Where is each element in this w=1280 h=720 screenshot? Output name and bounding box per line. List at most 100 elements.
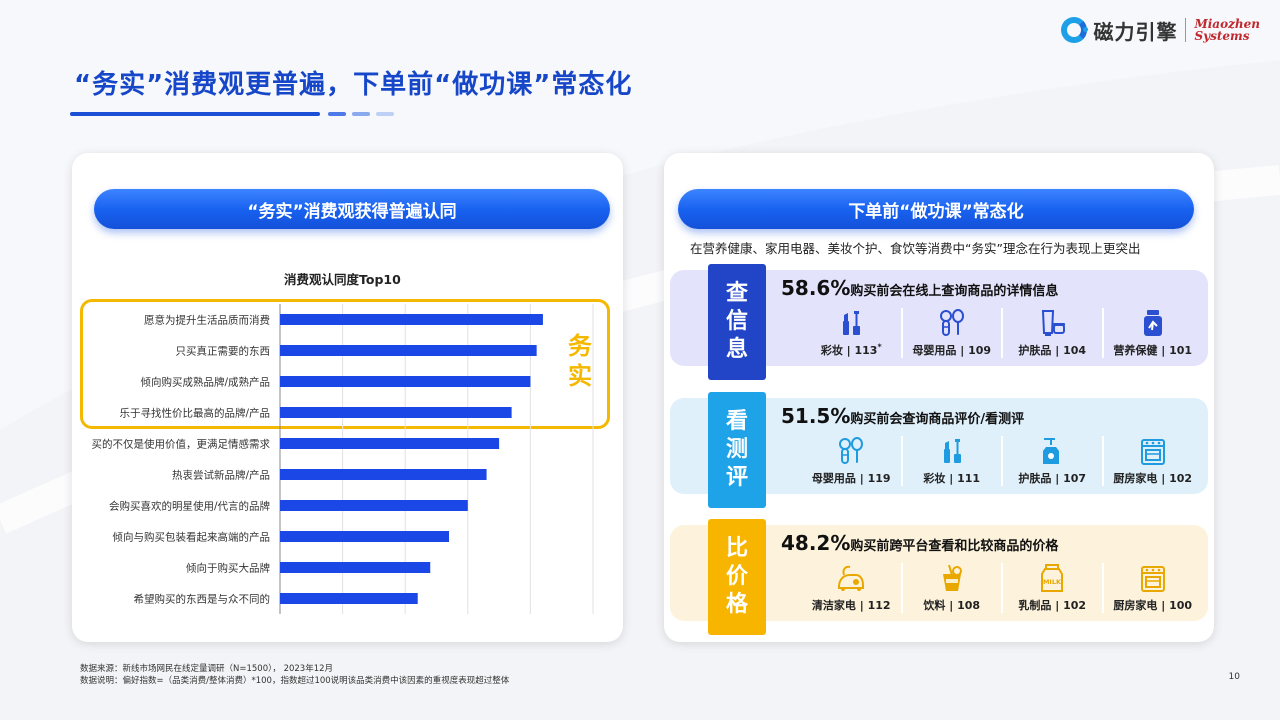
section-percentage: 51.5% [781, 404, 851, 428]
section-tab-char: 查 [725, 281, 748, 306]
logo-mark-icon [1061, 17, 1089, 43]
category-label: 会购买喜欢的明星使用/代言的品牌 [109, 500, 271, 513]
category-label: 热衷尝试新品牌/产品 [172, 469, 270, 482]
section-tab-char: 看 [725, 409, 748, 434]
logo-chinese: 磁力引擎 [1093, 19, 1178, 44]
milk-jar-icon: MILK [1037, 563, 1067, 593]
category-item: 母婴用品 | 119 [802, 436, 901, 486]
category-item: 彩妆 | 111 [900, 436, 1002, 486]
highlight-box [80, 299, 610, 429]
bar [280, 500, 468, 511]
oven-icon [1138, 436, 1168, 466]
category-label: 乳制品 | 102 [1018, 597, 1086, 613]
pump-bottle-icon [1037, 436, 1067, 466]
category-item: 护肤品 | 104 [1001, 308, 1102, 358]
bar [280, 376, 531, 387]
category-label: 母婴用品 | 109 [912, 342, 991, 358]
category-label: 厨房家电 | 102 [1113, 470, 1192, 486]
category-item: 母婴用品 | 109 [900, 308, 1002, 358]
category-item: 饮料 | 108 [900, 563, 1002, 613]
category-label: 倾向于购买大品牌 [186, 562, 270, 575]
category-label: 买的不仅是使用价值，更满足情感需求 [92, 438, 271, 451]
skincare-tube-icon [1037, 308, 1067, 338]
category-label: 只买真正需要的东西 [176, 345, 271, 358]
title-underline [70, 112, 320, 116]
category-label-text: 厨房家电 | 100 [1113, 599, 1193, 612]
title-underline-dash [328, 112, 346, 116]
category-item: MILK 乳制品 | 102 [1001, 563, 1102, 613]
category-label-text: 厨房家电 | 102 [1113, 472, 1193, 485]
category-label: 营养保健 | 101 [1113, 342, 1192, 358]
section-category-list: 母婴用品 | 119 彩妆 | 111 护肤品 | 107 厨房家电 | 102 [802, 436, 1202, 486]
category-item: 营养保健 | 101 [1101, 308, 1203, 358]
category-label-text: 母婴用品 | 119 [811, 472, 891, 485]
category-label: 厨房家电 | 100 [1113, 597, 1192, 613]
category-label-text: 护肤品 | 107 [1018, 472, 1087, 485]
category-label-text: 彩妆 | 113 [820, 344, 878, 357]
footnote-explanation: 数据说明：偏好指数=（品类消费/整体消费）*100，指数超过100说明该品类消费… [80, 676, 510, 686]
section-tab-char: 信 [725, 309, 748, 334]
category-label-text: 营养保健 | 101 [1113, 344, 1193, 357]
right-panel-subtitle: 在营养健康、家用电器、美妆个护、食饮等消费中“务实”理念在行为表现上更突出 [690, 241, 1141, 256]
category-label: 希望购买的东西是与众不同的 [134, 593, 271, 606]
category-label-footnote-mark: * [877, 342, 882, 352]
behavior-section: 查信息 58.6%购买前会在线上查询商品的详情信息 彩妆 | 113* 母婴用品 | … [670, 264, 1208, 380]
section-description: 购买前跨平台查看和比较商品的价格 [850, 539, 1059, 554]
drink-cup-icon [937, 563, 967, 593]
behavior-section: 比价格 48.2%购买前跨平台查看和比较商品的价格清洁家电 | 112 饮料 | 1… [670, 519, 1208, 635]
section-percentage: 58.6% [781, 276, 851, 300]
highlight-label: 务实 [568, 332, 592, 390]
category-label-text: 清洁家电 | 112 [811, 599, 891, 612]
category-label: 清洁家电 | 112 [812, 597, 891, 613]
section-tab-char: 格 [725, 592, 748, 617]
behavior-section: 看测评 51.5%购买前会查询商品评价/看测评母婴用品 | 119 彩妆 | 111… [670, 392, 1208, 508]
bar [280, 345, 537, 356]
section-headline: 48.2%购买前跨平台查看和比较商品的价格 [781, 531, 1058, 555]
section-description: 购买前会查询商品评价/看测评 [850, 412, 1025, 427]
oven-icon [1138, 563, 1168, 593]
category-label: 彩妆 | 111 [923, 470, 980, 486]
title-underline-dash [352, 112, 370, 116]
section-tab-char: 比 [725, 536, 748, 561]
category-item: 厨房家电 | 102 [1101, 436, 1203, 486]
baby-bottle-icon [836, 436, 866, 466]
supplement-bottle-icon [1138, 308, 1168, 338]
bar [280, 407, 512, 418]
category-label: 彩妆 | 113* [821, 342, 882, 358]
section-headline: 58.6%购买前会在线上查询商品的详情信息 [781, 276, 1058, 300]
baby-bottle-icon [937, 308, 967, 338]
category-label-text: 母婴用品 | 109 [912, 344, 992, 357]
category-label-text: 彩妆 | 111 [923, 472, 981, 485]
section-tab: 看测评 [708, 392, 766, 508]
category-label: 饮料 | 108 [923, 597, 980, 613]
category-label: 护肤品 | 107 [1018, 470, 1086, 486]
logo-english-line1: Miaozhen [1194, 17, 1260, 31]
brand-logo: 磁力引擎 Miaozhen Systems [1061, 14, 1260, 46]
title-underline-dash [376, 112, 394, 116]
vacuum-cleaner-icon [836, 563, 866, 593]
left-panel: “务实”消费观获得普遍认同 消费观认同度Top10 愿意为提升生活品质而消费 只买… [72, 153, 623, 642]
category-item: 彩妆 | 113* [802, 308, 901, 358]
category-label: 护肤品 | 104 [1018, 342, 1086, 358]
section-category-list: 清洁家电 | 112 饮料 | 108 MILK 乳制品 | 102 厨房家电 | 10… [802, 563, 1202, 613]
bar [280, 562, 431, 573]
section-headline: 51.5%购买前会查询商品评价/看测评 [781, 404, 1024, 428]
section-tab-char: 价 [725, 564, 748, 589]
right-panel: 下单前“做功课”常态化 在营养健康、家用电器、美妆个护、食饮等消费中“务实”理念… [664, 153, 1214, 642]
category-label: 母婴用品 | 119 [812, 470, 891, 486]
section-tab-char: 评 [725, 465, 748, 490]
bar [280, 593, 418, 604]
section-percentage: 48.2% [781, 531, 851, 555]
category-label: 倾向购买成熟品牌/成熟产品 [140, 376, 270, 389]
section-tab: 比价格 [708, 519, 766, 635]
section-description: 购买前会在线上查询商品的详情信息 [850, 284, 1059, 299]
bar [280, 438, 500, 449]
bar [280, 314, 543, 325]
logo-english: Miaozhen Systems [1194, 18, 1260, 42]
logo-separator [1185, 18, 1187, 42]
category-label: 愿意为提升生活品质而消费 [144, 314, 270, 327]
section-category-list: 彩妆 | 113* 母婴用品 | 109 护肤品 | 104 营养保健 | 101 [802, 308, 1202, 358]
bar-chart: 愿意为提升生活品质而消费只买真正需要的东西倾向购买成熟品牌/成熟产品乐于寻找性价… [92, 304, 594, 614]
lipstick-icon [937, 436, 967, 466]
chart-title: 消费观认同度Top10 [284, 272, 401, 287]
